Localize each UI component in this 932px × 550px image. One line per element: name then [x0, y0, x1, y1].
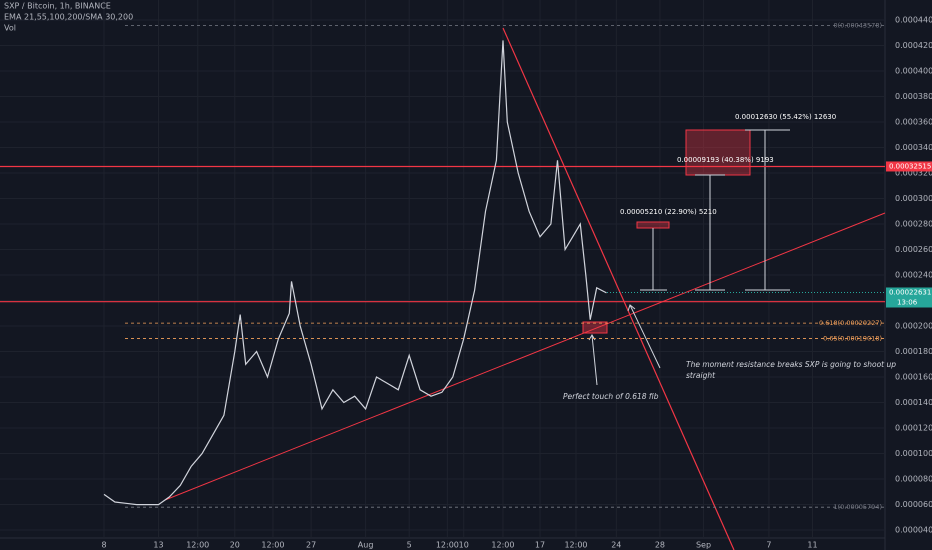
arrow — [629, 304, 661, 369]
x-tick-label: 17 — [535, 541, 545, 550]
y-tick-label: 0.00024000 — [895, 271, 932, 280]
y-tick-label: 0.00032000 — [895, 169, 932, 178]
x-tick-label: 12:00 — [564, 541, 587, 550]
y-tick-label: 0.00012000 — [895, 424, 932, 433]
measurement-label: 0.00009193 (40.38%) 9193 — [677, 156, 774, 164]
x-tick-label: 20 — [230, 541, 240, 550]
y-tick-label: 0.00040000 — [895, 67, 932, 76]
y-tick-label: 0.00030000 — [895, 194, 932, 203]
fib-label: 0.618(0.00020227) — [819, 319, 882, 327]
marks — [0, 24, 885, 508]
annotation: straight — [686, 371, 716, 380]
measurement-label: 0.00012630 (55.42%) 12630 — [735, 113, 836, 121]
y-tick-label: 0.00028000 — [895, 220, 932, 229]
y-tick-label: 0.00008000 — [895, 475, 932, 484]
y-tick-label: 0.00038000 — [895, 92, 932, 101]
y-tick-label: 0.00036000 — [895, 118, 932, 127]
measurement-label: 0.00005210 (22.90%) 5210 — [620, 208, 717, 216]
resistance-line — [502, 27, 735, 550]
x-tick-label: 13 — [153, 541, 163, 550]
last-price-tag — [886, 287, 932, 308]
x-tick-label: 12:00 — [261, 541, 284, 550]
y-tick-label: 0.00004000 — [895, 526, 932, 535]
target-box — [636, 221, 670, 229]
x-tick-label: 5 — [407, 541, 412, 550]
x-tick-label: 28 — [655, 541, 665, 550]
y-tick-label: 0.00010000 — [895, 449, 932, 458]
price-tag — [886, 161, 932, 172]
x-tick-label: 12:00 — [186, 541, 209, 550]
x-tick-label: 24 — [611, 541, 621, 550]
indicators: EMA 21,55,100,200/SMA 30,200 — [4, 13, 133, 22]
y-tick-label: 0.00044000 — [895, 16, 932, 25]
x-tick-label: Sep — [696, 541, 711, 550]
x-tick-label: 8 — [101, 541, 106, 550]
arrow-head — [627, 304, 636, 312]
y-tick-label: 0.00026000 — [895, 245, 932, 254]
countdown: 13:06 — [897, 298, 918, 306]
fib-label: 0(0.00043578) — [834, 21, 883, 29]
price-line — [103, 40, 607, 506]
price-tag-label: 0.00032515 — [889, 162, 931, 170]
annotation: The moment resistance breaks SXP is goin… — [686, 360, 896, 369]
y-tick-label: 0.00016000 — [895, 373, 932, 382]
x-tick-label: 7 — [766, 541, 771, 550]
y-tick-label: 0.00034000 — [895, 143, 932, 152]
y-tick-label: 0.00018000 — [895, 347, 932, 356]
x-tick-label: 10 — [459, 541, 469, 550]
x-tick-label: 11 — [807, 541, 817, 550]
x-tick-label: Aug — [358, 541, 374, 550]
y-tick-label: 0.00020000 — [895, 322, 932, 331]
x-tick-label: 27 — [306, 541, 316, 550]
volume-label: Vol — [4, 24, 16, 33]
target-box — [685, 129, 751, 176]
x-tick-label: 12:00 — [491, 541, 514, 550]
y-tick-label: 0.00042000 — [895, 41, 932, 50]
y-tick-label: 0.00006000 — [895, 500, 932, 509]
fib-touch-box — [582, 321, 608, 334]
fib-label: 0.65(0.00019018) — [823, 335, 882, 343]
x-tick-label: 12:00 — [436, 541, 459, 550]
chart-title: SXP / Bitcoin, 1h, BINANCE — [4, 2, 111, 11]
y-tick-label: 0.00014000 — [895, 398, 932, 407]
annotation: Perfect touch of 0.618 fib — [563, 392, 659, 401]
grid — [0, 0, 885, 538]
arrow — [591, 334, 598, 386]
fib-label: 1(0.00005794) — [834, 503, 883, 511]
last-price-label: 0.00022631 — [889, 288, 931, 296]
